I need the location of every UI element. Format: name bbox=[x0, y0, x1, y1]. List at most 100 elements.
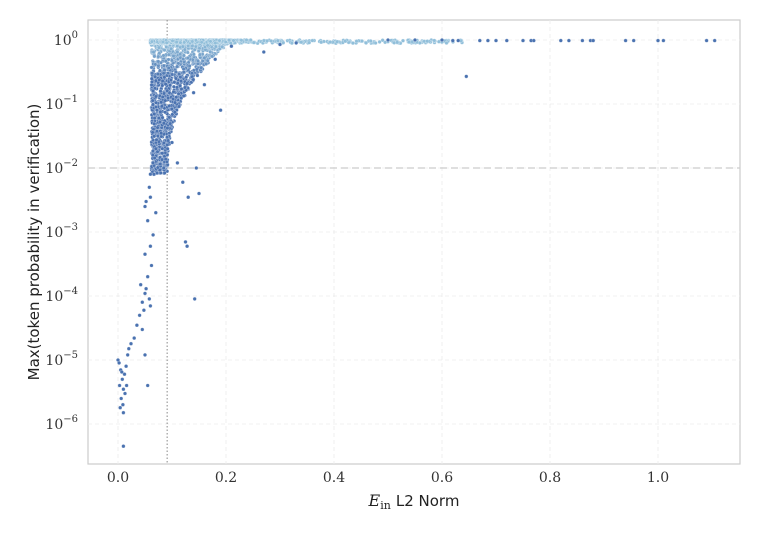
data-point bbox=[143, 252, 147, 257]
data-point bbox=[151, 232, 156, 237]
data-point bbox=[566, 38, 571, 43]
data-point bbox=[174, 95, 179, 100]
data-point bbox=[152, 121, 157, 126]
data-point bbox=[170, 38, 175, 43]
data-point bbox=[182, 40, 187, 45]
data-point bbox=[310, 38, 315, 43]
data-point bbox=[368, 39, 373, 43]
data-point bbox=[197, 191, 201, 196]
data-point bbox=[220, 44, 225, 49]
data-point bbox=[380, 38, 385, 43]
data-point bbox=[119, 396, 124, 401]
data-point bbox=[153, 94, 158, 99]
x-axis-rest: L2 Norm bbox=[396, 492, 460, 510]
data-point bbox=[202, 82, 207, 87]
data-point bbox=[227, 38, 232, 43]
data-point bbox=[187, 63, 192, 68]
data-point bbox=[167, 115, 172, 120]
data-point bbox=[152, 111, 157, 116]
data-point bbox=[156, 54, 161, 59]
data-point bbox=[152, 134, 157, 139]
data-point bbox=[198, 52, 202, 57]
data-point bbox=[190, 71, 194, 76]
data-point bbox=[143, 291, 147, 296]
data-point bbox=[202, 55, 207, 60]
data-point bbox=[178, 52, 183, 57]
data-point bbox=[231, 38, 236, 43]
data-point bbox=[161, 63, 166, 68]
data-point bbox=[163, 59, 168, 64]
data-point bbox=[154, 137, 159, 142]
data-point bbox=[154, 100, 159, 105]
data-point bbox=[143, 352, 147, 357]
data-point bbox=[152, 116, 157, 121]
data-point bbox=[140, 300, 145, 305]
data-point bbox=[190, 43, 195, 48]
data-point bbox=[521, 38, 525, 43]
data-point bbox=[190, 39, 195, 44]
data-points bbox=[116, 38, 717, 449]
data-point bbox=[120, 377, 125, 382]
data-point bbox=[185, 50, 190, 55]
data-point bbox=[165, 146, 170, 151]
data-point bbox=[307, 40, 312, 45]
data-point bbox=[210, 54, 215, 59]
data-point bbox=[223, 40, 228, 44]
data-point bbox=[151, 127, 156, 132]
data-point bbox=[175, 50, 180, 55]
data-point bbox=[199, 65, 204, 70]
data-point bbox=[531, 38, 536, 43]
y-axis-ticks: 100 10−1 10−2 10−3 10−4 10−5 10−6 bbox=[45, 30, 78, 433]
data-point bbox=[164, 45, 169, 49]
data-point bbox=[191, 52, 196, 57]
data-point bbox=[213, 57, 218, 62]
data-point bbox=[432, 38, 437, 43]
data-point bbox=[354, 39, 359, 44]
x-tick-label: 1.0 bbox=[647, 470, 669, 486]
data-point bbox=[485, 38, 490, 43]
data-point bbox=[179, 87, 184, 91]
data-point bbox=[161, 53, 166, 58]
data-point bbox=[364, 40, 369, 45]
x-axis-title: Ein L2 Norm bbox=[368, 491, 460, 512]
data-point bbox=[164, 159, 169, 164]
data-point bbox=[155, 129, 159, 134]
data-point bbox=[140, 327, 145, 332]
data-point bbox=[148, 195, 153, 200]
y-tick-label: 10−4 bbox=[45, 286, 78, 305]
data-point bbox=[401, 38, 405, 43]
data-point bbox=[335, 39, 340, 44]
data-point bbox=[444, 41, 449, 45]
data-point bbox=[182, 47, 187, 52]
data-point bbox=[149, 82, 154, 87]
data-point bbox=[152, 156, 157, 160]
y-tick-label: 10−3 bbox=[45, 222, 78, 241]
data-point bbox=[158, 68, 162, 73]
data-point bbox=[155, 72, 160, 77]
x-tick-label: 0.0 bbox=[107, 470, 129, 486]
data-point bbox=[144, 286, 149, 291]
data-point bbox=[138, 282, 143, 287]
data-point bbox=[200, 59, 205, 63]
data-point bbox=[124, 383, 129, 388]
data-point bbox=[152, 54, 157, 59]
data-point bbox=[149, 76, 154, 81]
data-point bbox=[161, 121, 166, 126]
data-point bbox=[194, 67, 199, 72]
data-point bbox=[159, 104, 164, 109]
data-point bbox=[150, 153, 155, 158]
data-point bbox=[281, 40, 286, 45]
data-point bbox=[126, 346, 131, 351]
data-point bbox=[161, 140, 166, 145]
data-point bbox=[155, 125, 160, 130]
data-point bbox=[178, 40, 183, 45]
data-point bbox=[121, 387, 126, 392]
x-tick-label: 0.2 bbox=[215, 470, 237, 486]
data-point bbox=[158, 162, 163, 166]
data-point bbox=[580, 38, 585, 43]
data-point bbox=[192, 47, 197, 52]
data-point bbox=[124, 364, 129, 369]
data-point bbox=[181, 57, 186, 62]
data-point bbox=[172, 80, 177, 85]
data-point bbox=[184, 75, 189, 80]
